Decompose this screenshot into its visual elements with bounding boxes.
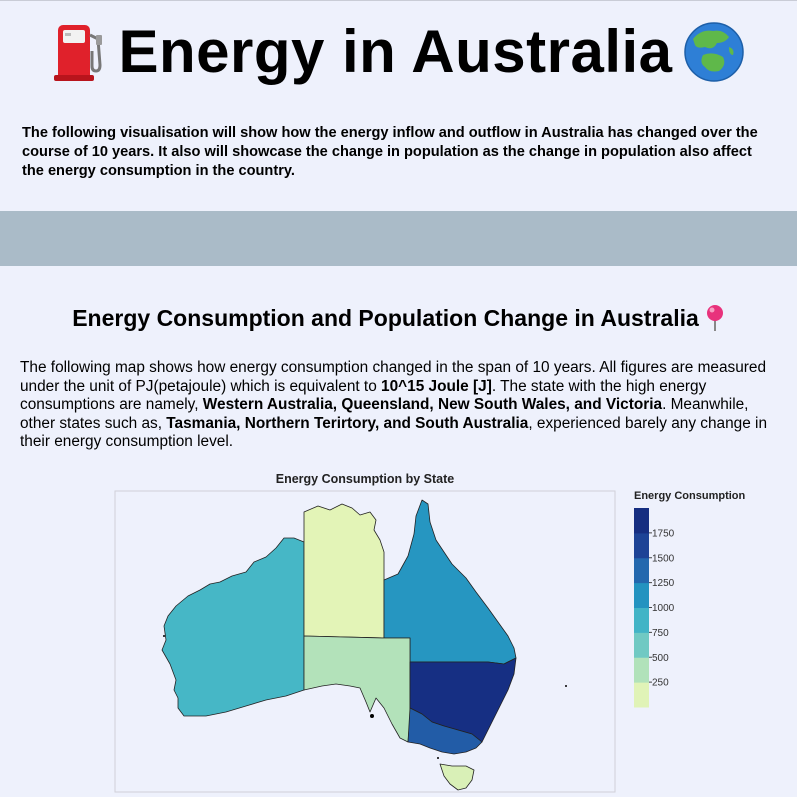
desc-highlight: Tasmania, Northern Terirtory, and South … — [166, 414, 529, 432]
region-victoria[interactable] — [407, 707, 483, 755]
color-legend: 250 500 750 1000 1250 1500 1750 — [634, 508, 675, 708]
chart-title: Energy Consumption by State — [275, 472, 455, 486]
map-frame — [114, 490, 616, 793]
region-south-australia[interactable] — [303, 635, 411, 743]
legend-swatch — [634, 607, 649, 633]
title-row: Energy in Australia — [0, 12, 797, 92]
page-header: Energy in Australia The following visual… — [0, 0, 797, 180]
section-description: The following map shows how energy consu… — [20, 359, 782, 452]
desc-text: The following map shows how energy consu… — [20, 359, 767, 395]
legend-tick-label: 1250 — [652, 578, 675, 589]
legend-tick-label: 500 — [652, 653, 669, 664]
divider-band — [0, 211, 797, 266]
legend-swatch — [634, 657, 649, 683]
page-title: Energy in Australia — [118, 18, 673, 85]
legend-tick-label: 1500 — [652, 553, 675, 564]
round-pushpin-icon — [706, 305, 723, 331]
legend-swatch — [634, 632, 649, 658]
desc-highlight: 10^15 Joule [J] — [381, 377, 492, 395]
island-dot — [437, 757, 439, 759]
legend-swatch — [634, 682, 649, 708]
island-dot — [565, 685, 567, 687]
legend-swatch — [634, 508, 649, 534]
top-border — [0, 0, 797, 1]
legend-swatch — [634, 582, 649, 608]
island-dot — [163, 635, 165, 637]
desc-text: . The state with the high energy consump… — [20, 377, 707, 414]
desc-text: . Meanwhile, other states such as, — [20, 396, 749, 432]
region-western-australia[interactable] — [161, 537, 305, 717]
intro-text: The following visualisation will show ho… — [22, 125, 758, 179]
island-dot — [370, 714, 374, 718]
fuel-pump-icon — [54, 25, 103, 81]
legend-tick-label: 1750 — [652, 528, 675, 539]
legend-tick-label: 1000 — [652, 603, 675, 614]
desc-text: , experienced barely any change in their… — [20, 414, 768, 451]
section-title: Energy Consumption and Population Change… — [0, 304, 797, 332]
legend-tick-label: 250 — [652, 678, 669, 689]
legend-title: Energy Consumption — [634, 490, 746, 502]
section-title-text: Energy Consumption and Population Change… — [72, 304, 699, 331]
legend-tick-label: 750 — [652, 628, 669, 639]
globe-asia-australia-icon — [683, 22, 744, 82]
region-northern-territory[interactable] — [303, 503, 385, 639]
legend-swatch — [634, 532, 649, 559]
desc-highlight: Western Australia, Queensland, New South… — [202, 396, 663, 413]
region-tasmania[interactable] — [439, 763, 475, 791]
legend-swatch — [634, 557, 649, 584]
